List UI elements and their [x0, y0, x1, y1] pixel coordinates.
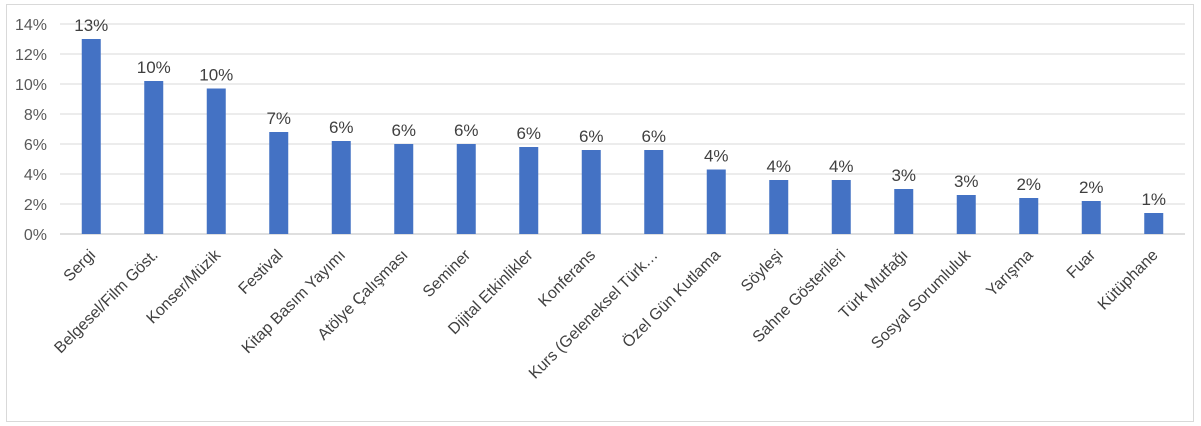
data-label: 6% [391, 121, 416, 140]
data-label: 1% [1141, 190, 1166, 209]
y-tick-label: 8% [24, 107, 47, 124]
y-tick-label: 4% [24, 167, 47, 184]
data-label: 6% [516, 124, 541, 143]
category-label: Seminer [420, 246, 475, 301]
y-tick-label: 10% [15, 77, 47, 94]
category-label: Sergi [61, 247, 99, 285]
category-label: Fuar [1064, 246, 1100, 282]
data-label: 10% [137, 58, 171, 77]
data-label: 3% [954, 172, 979, 191]
data-label: 4% [704, 147, 729, 166]
category-label: Kitap Basım Yayımı [239, 247, 349, 357]
bar [1144, 213, 1164, 234]
category-label: Yarışma [983, 247, 1036, 300]
data-label: 6% [329, 118, 354, 137]
data-label: 10% [199, 66, 233, 85]
data-label: 6% [579, 127, 604, 146]
category-label: Konferans [535, 247, 599, 311]
bar [81, 39, 101, 234]
bar [894, 189, 914, 234]
data-label: 4% [766, 157, 791, 176]
category-label: Belgesel/Film Göst. [51, 247, 161, 357]
bars [81, 39, 1164, 234]
data-label: 3% [891, 166, 916, 185]
bar [1019, 198, 1039, 234]
y-tick-label: 14% [15, 17, 47, 34]
data-label: 6% [454, 121, 479, 140]
bar [581, 150, 601, 234]
bar [144, 81, 164, 234]
gridlines [60, 23, 1185, 235]
y-tick-label: 12% [15, 47, 47, 64]
bar [706, 169, 726, 234]
data-label: 6% [641, 127, 666, 146]
bar [644, 150, 664, 234]
bar [206, 88, 226, 234]
bar [456, 144, 476, 234]
data-label: 13% [74, 16, 108, 35]
category-label: Kurs (Geleneksel Türk… [526, 247, 662, 383]
category-label: Festival [236, 247, 287, 298]
y-tick-label: 6% [24, 137, 47, 154]
bar [1081, 201, 1101, 234]
data-label: 7% [266, 109, 291, 128]
y-tick-label: 0% [24, 227, 47, 244]
bar [769, 180, 789, 234]
bar [331, 141, 351, 234]
category-label: Kütüphane [1095, 247, 1162, 314]
y-tick-label: 2% [24, 197, 47, 214]
data-label: 2% [1016, 175, 1041, 194]
bar [519, 147, 539, 234]
y-axis-tick-labels: 0% 2% 4% 6% 8% 10% 12% 14% [15, 17, 47, 244]
bar [269, 132, 289, 234]
category-label: Söyleşi [738, 247, 786, 295]
data-labels: 13% 10% 10% 7% 6% 6% 6% 6% 6% 6% 4% 4% 4% 3% 3% 2% 2% 1% [74, 16, 1166, 209]
bar [394, 144, 414, 234]
bar [831, 180, 851, 234]
data-label: 2% [1079, 178, 1104, 197]
bar [956, 195, 976, 234]
data-label: 4% [829, 157, 854, 176]
